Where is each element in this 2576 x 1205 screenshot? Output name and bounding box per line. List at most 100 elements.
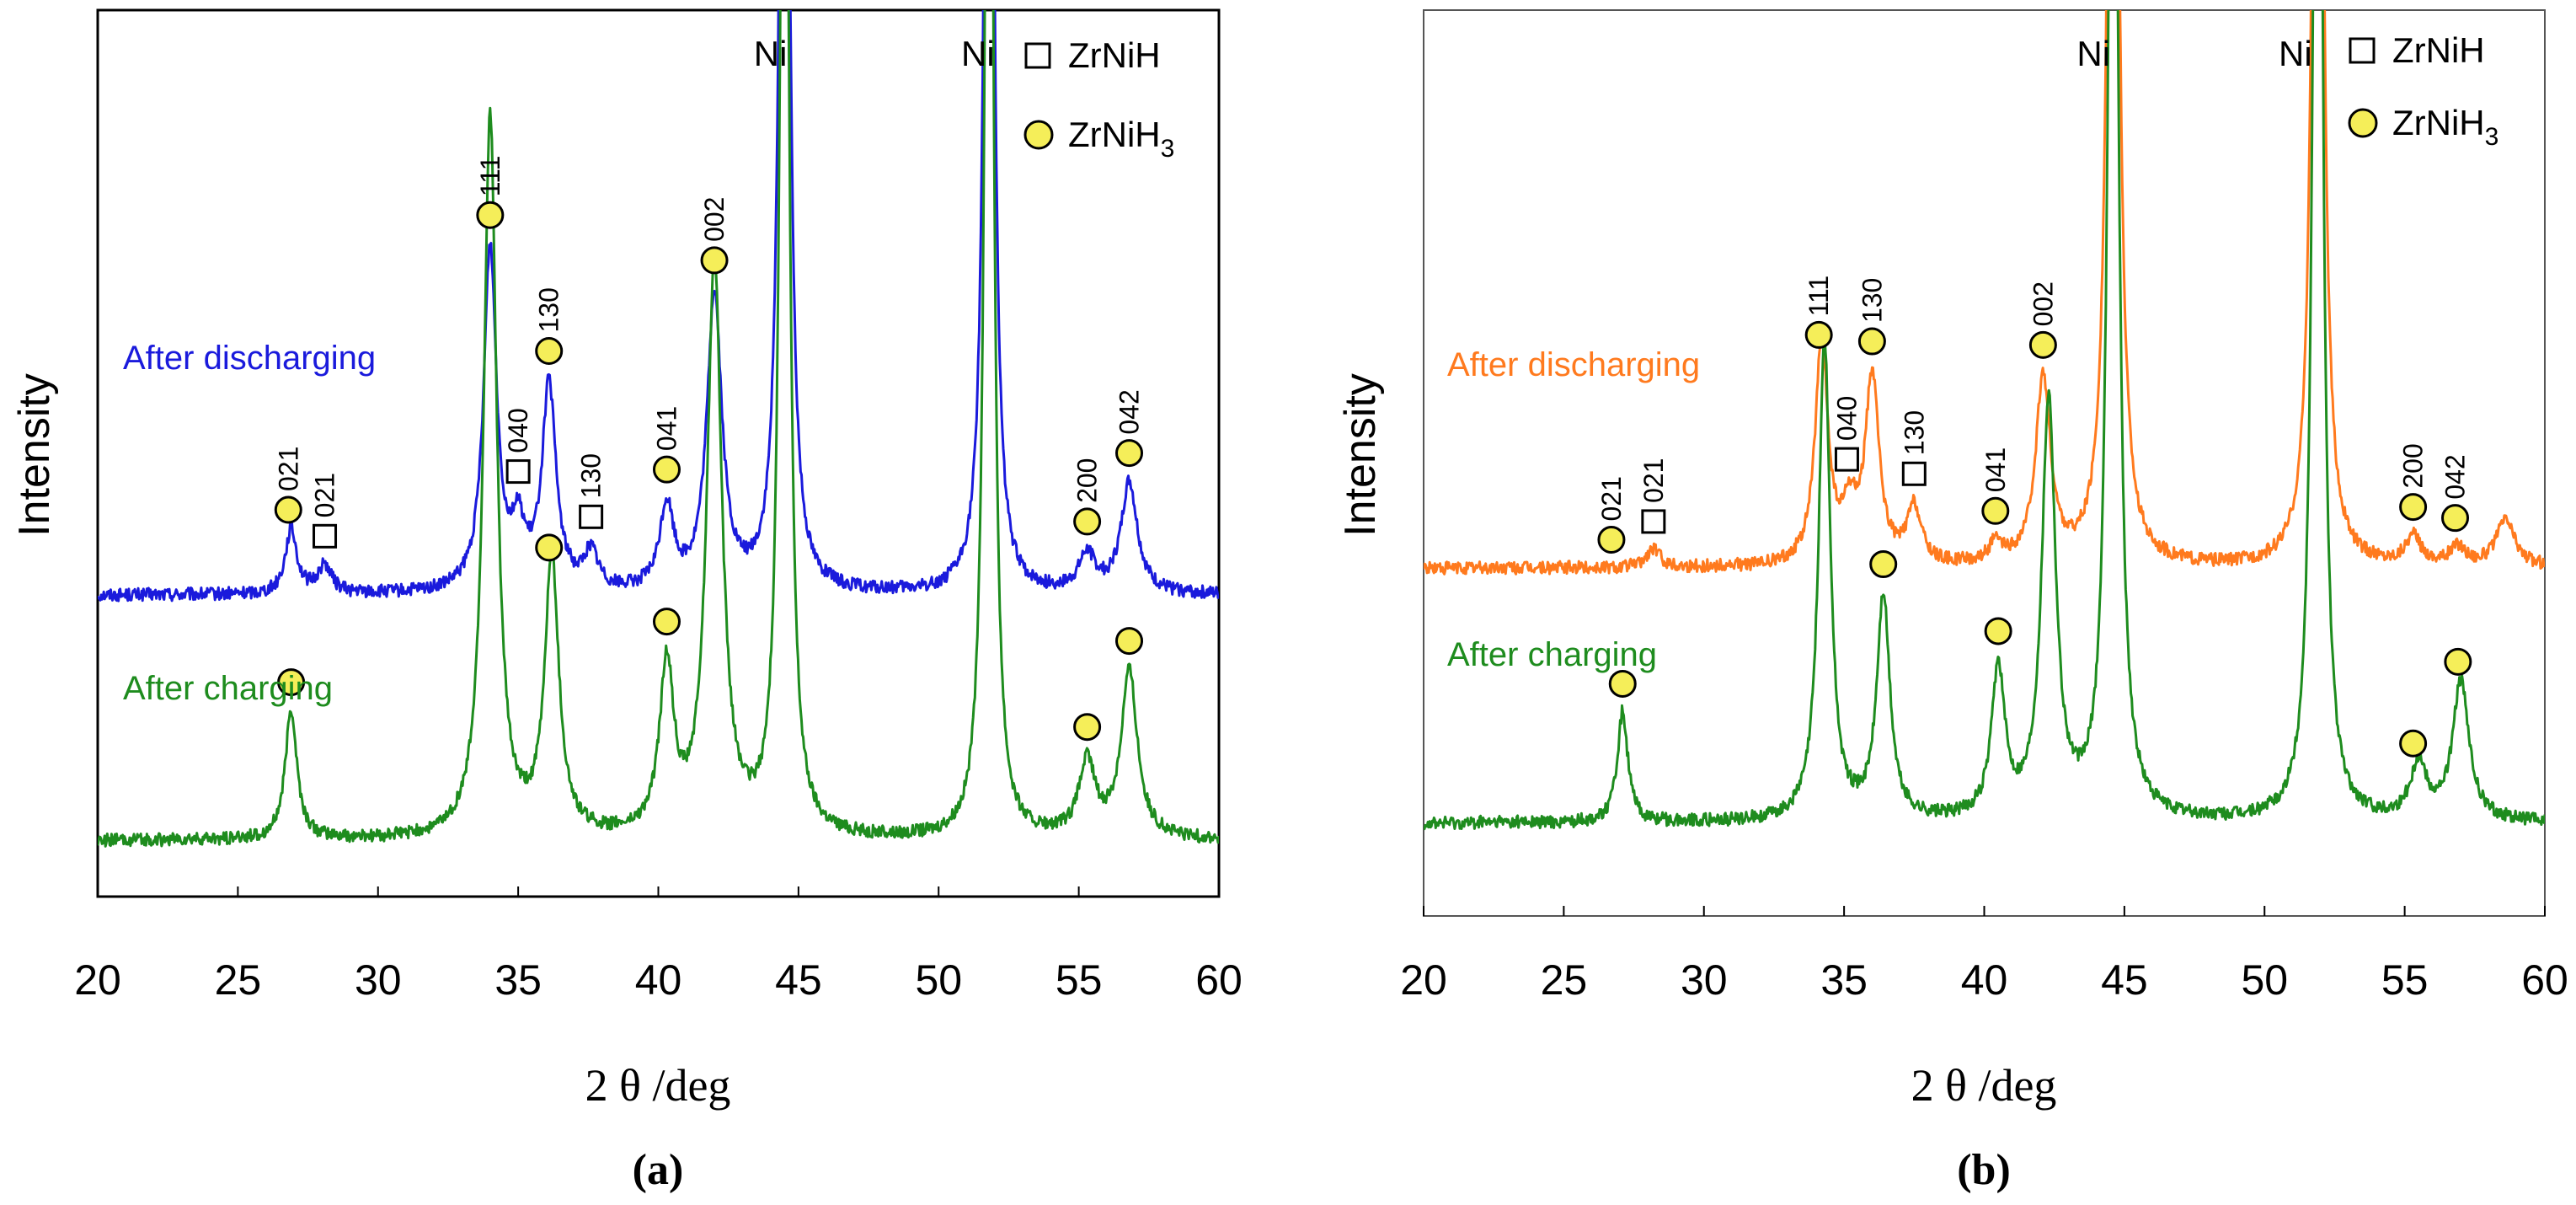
legend-label-zrnih: ZrNiH xyxy=(2392,30,2485,70)
miller-index-label: 130 xyxy=(576,453,607,498)
series-line-after-discharging xyxy=(1424,10,2545,576)
zrnih3-peak-marker xyxy=(2444,647,2472,676)
panel-a-series-label-charging: After charging xyxy=(123,670,333,707)
zrnih3-peak-marker xyxy=(652,608,681,636)
zrnih3-peak-marker xyxy=(700,246,729,275)
zrnih3-peak-marker xyxy=(652,455,681,484)
series-line-after-charging xyxy=(98,10,1219,848)
x-tick-label: 35 xyxy=(1820,956,1868,1004)
miller-index-label: 021 xyxy=(1596,476,1627,521)
panel-b: 20 25 30 35 40 45 50 55 60 021 021 111 040 130 130 041… xyxy=(1336,9,2568,1194)
miller-index-label: 041 xyxy=(1980,447,2011,492)
x-tick-label: 55 xyxy=(2381,956,2429,1004)
panel-b-x-ticks: 20 25 30 35 40 45 50 55 60 xyxy=(1400,906,2568,1004)
zrnih3-peak-marker xyxy=(476,201,505,229)
panel-a-x-ticks: 20 25 30 35 40 45 50 55 60 xyxy=(74,886,1243,1004)
x-tick-label: 20 xyxy=(1400,956,1447,1004)
zrnih3-peak-marker xyxy=(1984,617,2012,645)
zrnih-peak-marker xyxy=(1641,509,1666,534)
zrnih3-peak-marker xyxy=(2441,504,2470,533)
ni-peak-label: Ni xyxy=(2076,34,2110,73)
zrnih3-peak-marker xyxy=(1073,713,1102,742)
miller-index-label: 111 xyxy=(1804,276,1834,317)
miller-index-label: 130 xyxy=(1857,278,1887,323)
zrnih-peak-marker xyxy=(579,504,604,529)
legend-label-zrnih3: ZrNiH3 xyxy=(1068,115,1174,163)
legend-square-icon xyxy=(2349,37,2376,64)
series-line-after-charging xyxy=(1424,10,2545,831)
panel-a-traces xyxy=(98,10,1219,848)
zrnih-peak-marker xyxy=(313,523,338,549)
legend-square-icon xyxy=(1024,42,1051,69)
zrnih3-peak-marker xyxy=(1869,550,1898,579)
zrnih3-peak-marker xyxy=(1597,526,1626,554)
miller-index-label: 040 xyxy=(503,408,533,453)
x-tick-label: 50 xyxy=(915,956,962,1004)
panel-a-caption: (a) xyxy=(633,1146,684,1194)
miller-index-label: 002 xyxy=(2028,281,2058,326)
panel-b-series-label-charging: After charging xyxy=(1447,636,1657,673)
zrnih3-peak-marker xyxy=(535,336,564,365)
zrnih3-peak-marker xyxy=(1608,669,1637,698)
ni-peak-label: Ni xyxy=(754,34,788,73)
zrnih-peak-marker xyxy=(1834,447,1859,472)
legend-circle-icon xyxy=(1023,120,1054,150)
zrnih3-peak-marker xyxy=(1857,327,1886,356)
zrnih3-peak-marker xyxy=(274,495,302,524)
miller-index-label: 130 xyxy=(1899,410,1929,455)
miller-index-label: 042 xyxy=(1114,389,1145,434)
miller-index-label: 200 xyxy=(2398,443,2429,488)
zrnih3-peak-marker xyxy=(2399,729,2428,758)
ni-peak-label: Ni xyxy=(2279,34,2312,73)
zrnih-peak-marker xyxy=(505,459,531,485)
legend-label-zrnih: ZrNiH xyxy=(1068,35,1161,75)
panel-b-caption: (b) xyxy=(1957,1146,2011,1194)
miller-index-label: 111 xyxy=(475,156,505,197)
x-tick-label: 30 xyxy=(355,956,402,1004)
x-tick-label: 55 xyxy=(1056,956,1103,1004)
x-tick-label: 60 xyxy=(2521,956,2568,1004)
miller-index-label: 041 xyxy=(651,406,681,451)
zrnih3-peak-marker xyxy=(2028,330,2057,359)
zrnih3-peak-marker xyxy=(277,668,306,697)
miller-index-label: 021 xyxy=(1638,458,1669,503)
miller-index-label: 130 xyxy=(534,287,564,332)
x-tick-label: 60 xyxy=(1195,956,1243,1004)
panel-a-legend: ZrNiH ZrNiH3 xyxy=(1023,35,1174,163)
miller-index-label: 040 xyxy=(1831,396,1862,441)
miller-index-label: 021 xyxy=(310,473,340,517)
panel-a-x-axis-label: 2 θ /deg xyxy=(585,1060,731,1111)
panel-a-series-label-discharging: After discharging xyxy=(123,340,376,377)
panel-a-ni-labels: Ni Ni xyxy=(754,34,995,73)
zrnih3-peak-marker xyxy=(2399,493,2428,522)
x-tick-label: 30 xyxy=(1681,956,1728,1004)
panel-b-series-label-discharging: After discharging xyxy=(1447,346,1700,383)
zrnih3-peak-marker xyxy=(1115,627,1144,656)
zrnih3-peak-marker xyxy=(535,533,564,562)
panel-b-y-axis-label: Intensity xyxy=(1336,373,1385,537)
x-tick-label: 20 xyxy=(74,956,121,1004)
series-line-after-discharging xyxy=(98,10,1219,602)
zrnih3-peak-marker xyxy=(1981,496,2010,525)
panel-b-peak-markers: 021 021 111 040 130 130 041 002 200 042 xyxy=(1596,276,2472,758)
legend-label-zrnih3: ZrNiH3 xyxy=(2392,103,2499,151)
x-tick-label: 50 xyxy=(2241,956,2288,1004)
panel-b-legend: ZrNiH ZrNiH3 xyxy=(2348,30,2499,151)
legend-circle-icon xyxy=(2348,108,2378,138)
zrnih3-peak-marker xyxy=(1115,439,1144,468)
miller-index-label: 200 xyxy=(1072,458,1103,503)
x-tick-label: 40 xyxy=(635,956,682,1004)
x-tick-label: 40 xyxy=(1961,956,2008,1004)
x-tick-label: 25 xyxy=(215,956,262,1004)
panel-b-traces xyxy=(1424,10,2545,831)
zrnih3-peak-marker xyxy=(1073,507,1102,536)
miller-index-label: 002 xyxy=(699,197,730,242)
miller-index-label: 042 xyxy=(2440,454,2471,499)
miller-index-label: 021 xyxy=(273,447,303,491)
ni-peak-label: Ni xyxy=(961,34,995,73)
panel-a-y-axis-label: Intensity xyxy=(10,373,59,537)
x-tick-label: 35 xyxy=(494,956,542,1004)
